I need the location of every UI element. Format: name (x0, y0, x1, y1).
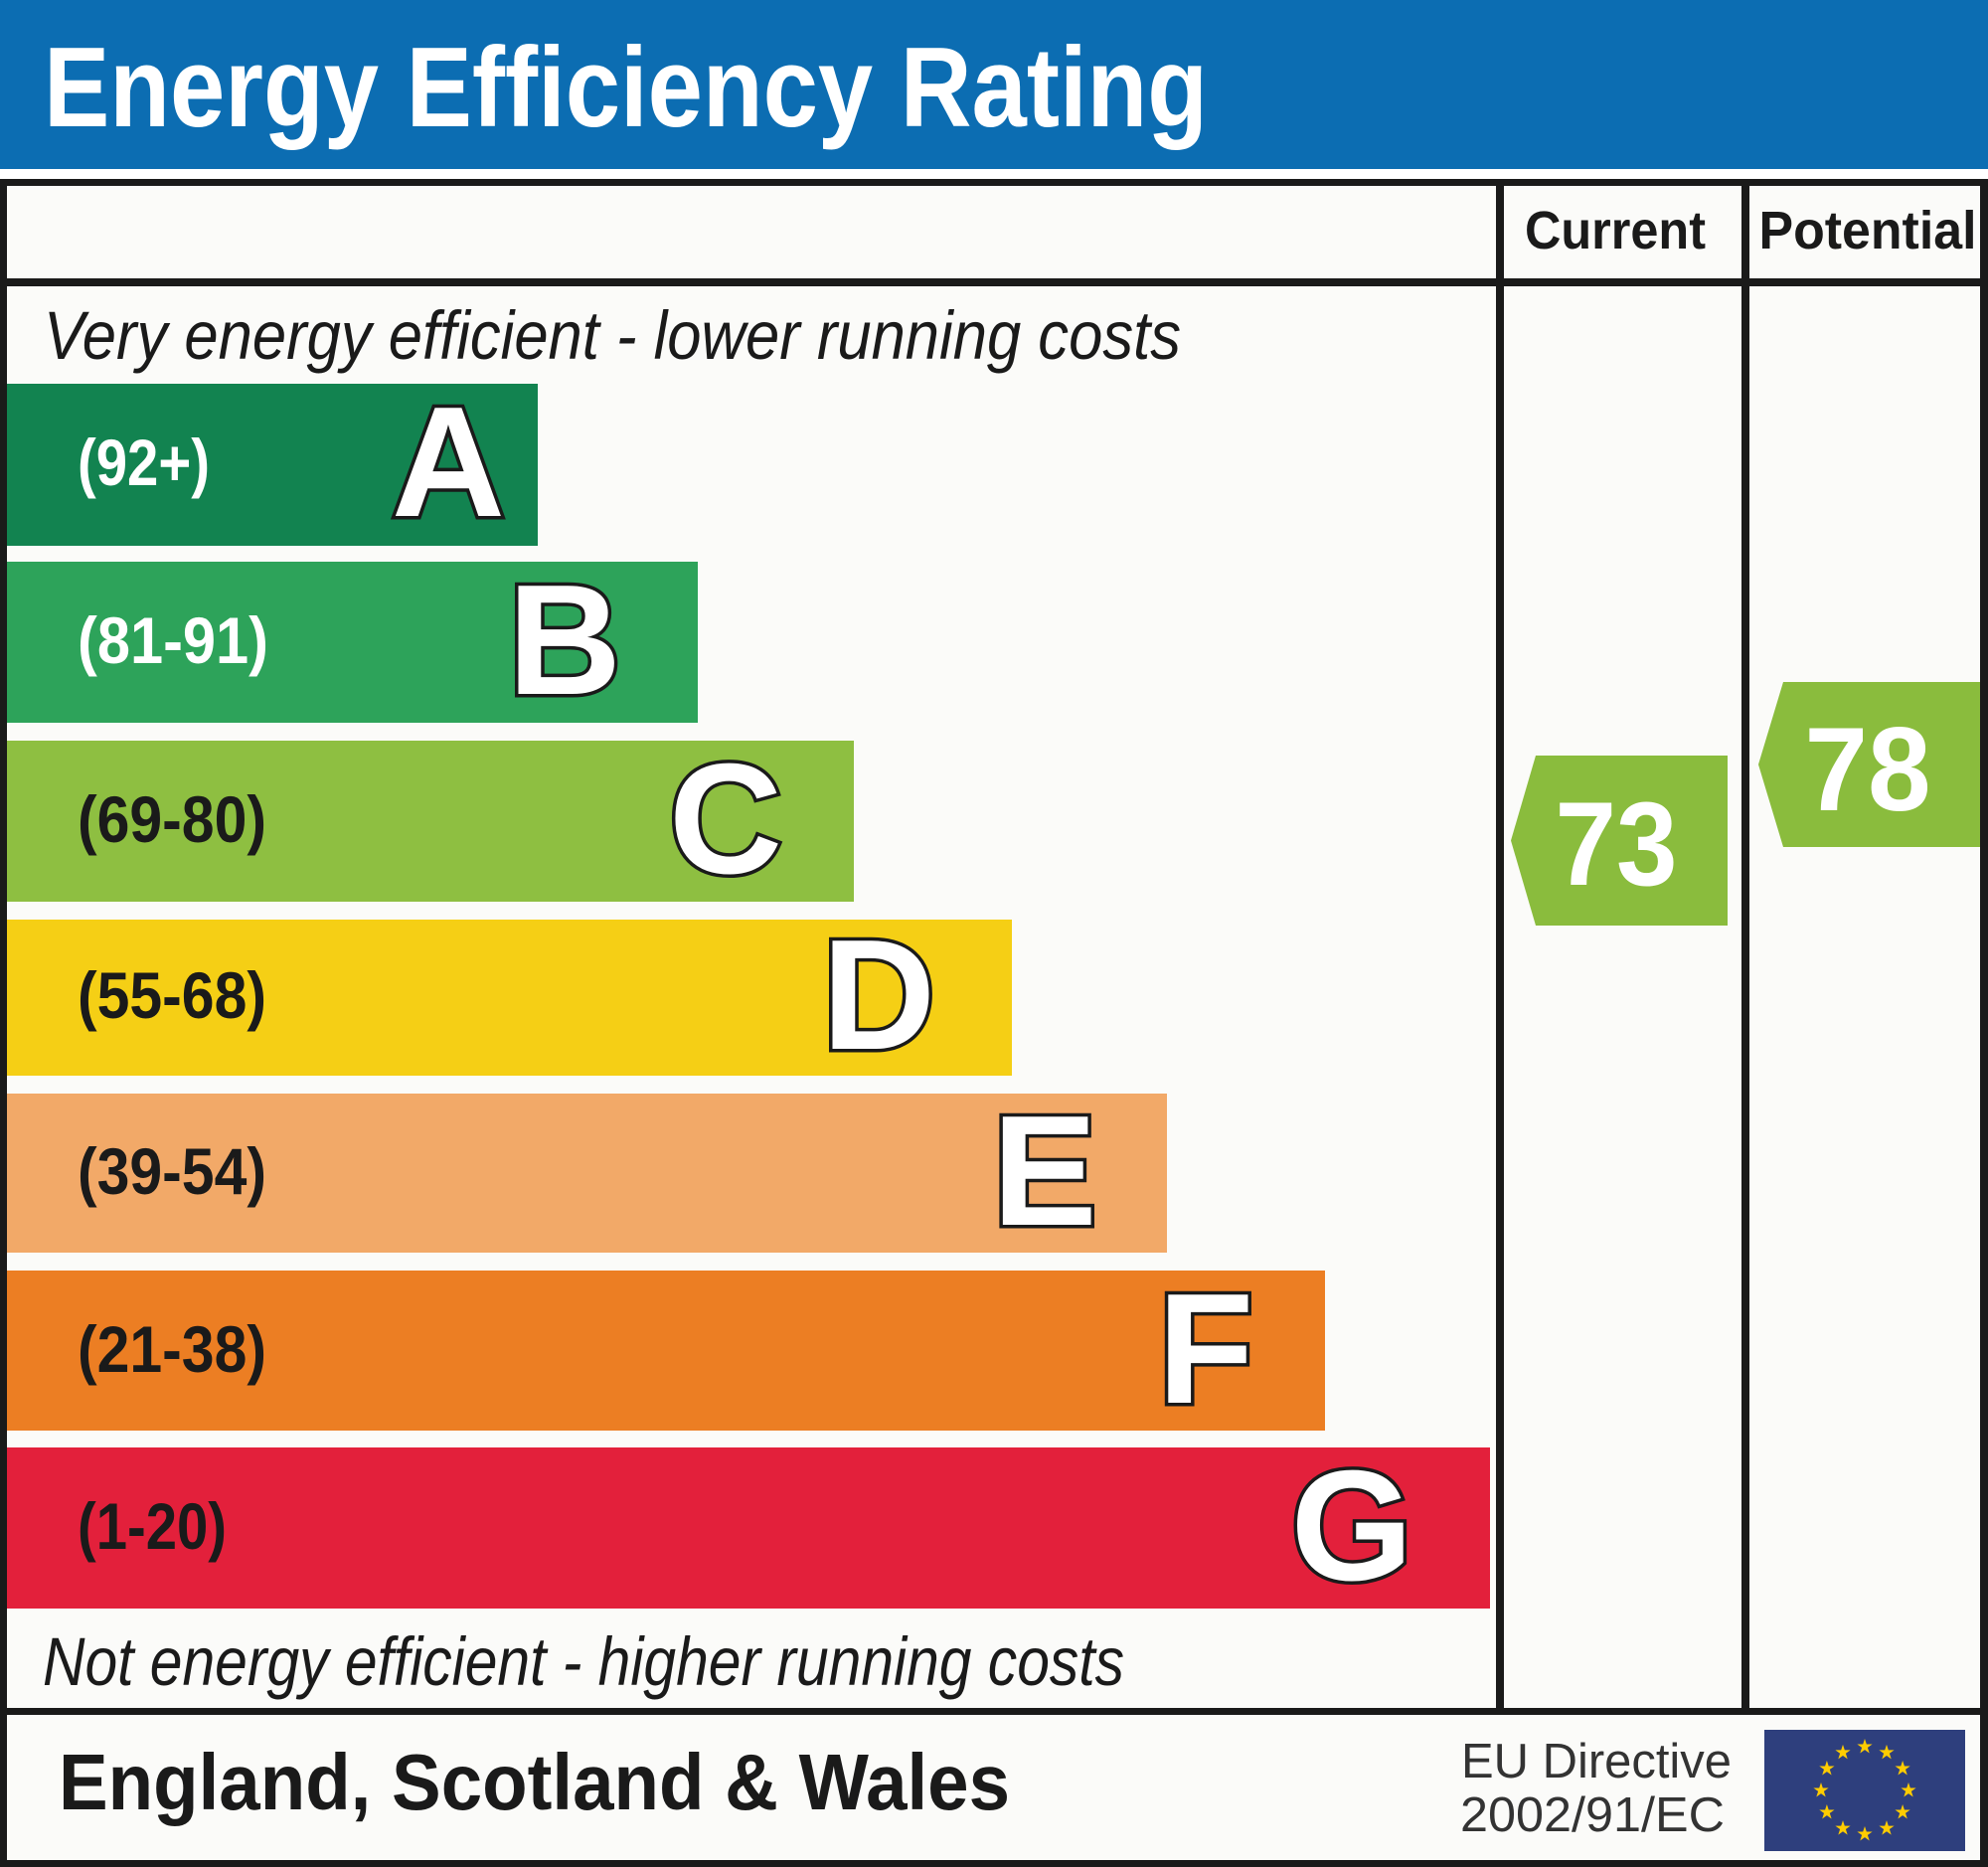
svg-text:B: B (508, 553, 621, 728)
svg-text:(69-80): (69-80) (78, 782, 266, 856)
svg-text:(81-91): (81-91) (78, 603, 268, 677)
svg-text:Energy Efficiency Rating: Energy Efficiency Rating (44, 25, 1208, 151)
svg-text:Very energy efficient - lower: Very energy efficient - lower running co… (44, 297, 1181, 374)
svg-text:C: C (669, 732, 782, 907)
svg-text:Potential: Potential (1759, 201, 1977, 260)
svg-text:Not energy efficient - higher: Not energy efficient - higher running co… (43, 1623, 1124, 1700)
svg-text:73: 73 (1556, 777, 1678, 911)
svg-text:D: D (822, 908, 935, 1083)
svg-text:Current: Current (1525, 201, 1706, 260)
svg-text:2002/91/EC: 2002/91/EC (1460, 1788, 1725, 1842)
svg-text:G: G (1291, 1439, 1413, 1613)
svg-text:F: F (1158, 1262, 1254, 1437)
svg-text:78: 78 (1805, 703, 1931, 836)
svg-text:(55-68): (55-68) (78, 958, 266, 1032)
svg-text:EU Directive: EU Directive (1461, 1735, 1732, 1788)
svg-text:(1-20): (1-20) (78, 1489, 227, 1563)
svg-text:(21-38): (21-38) (78, 1312, 266, 1386)
svg-text:A: A (392, 375, 505, 550)
svg-text:England, Scotland & Wales: England, Scotland & Wales (59, 1738, 1010, 1826)
svg-text:(92+): (92+) (78, 425, 210, 499)
svg-text:E: E (992, 1084, 1096, 1259)
svg-text:(39-54): (39-54) (78, 1134, 266, 1208)
